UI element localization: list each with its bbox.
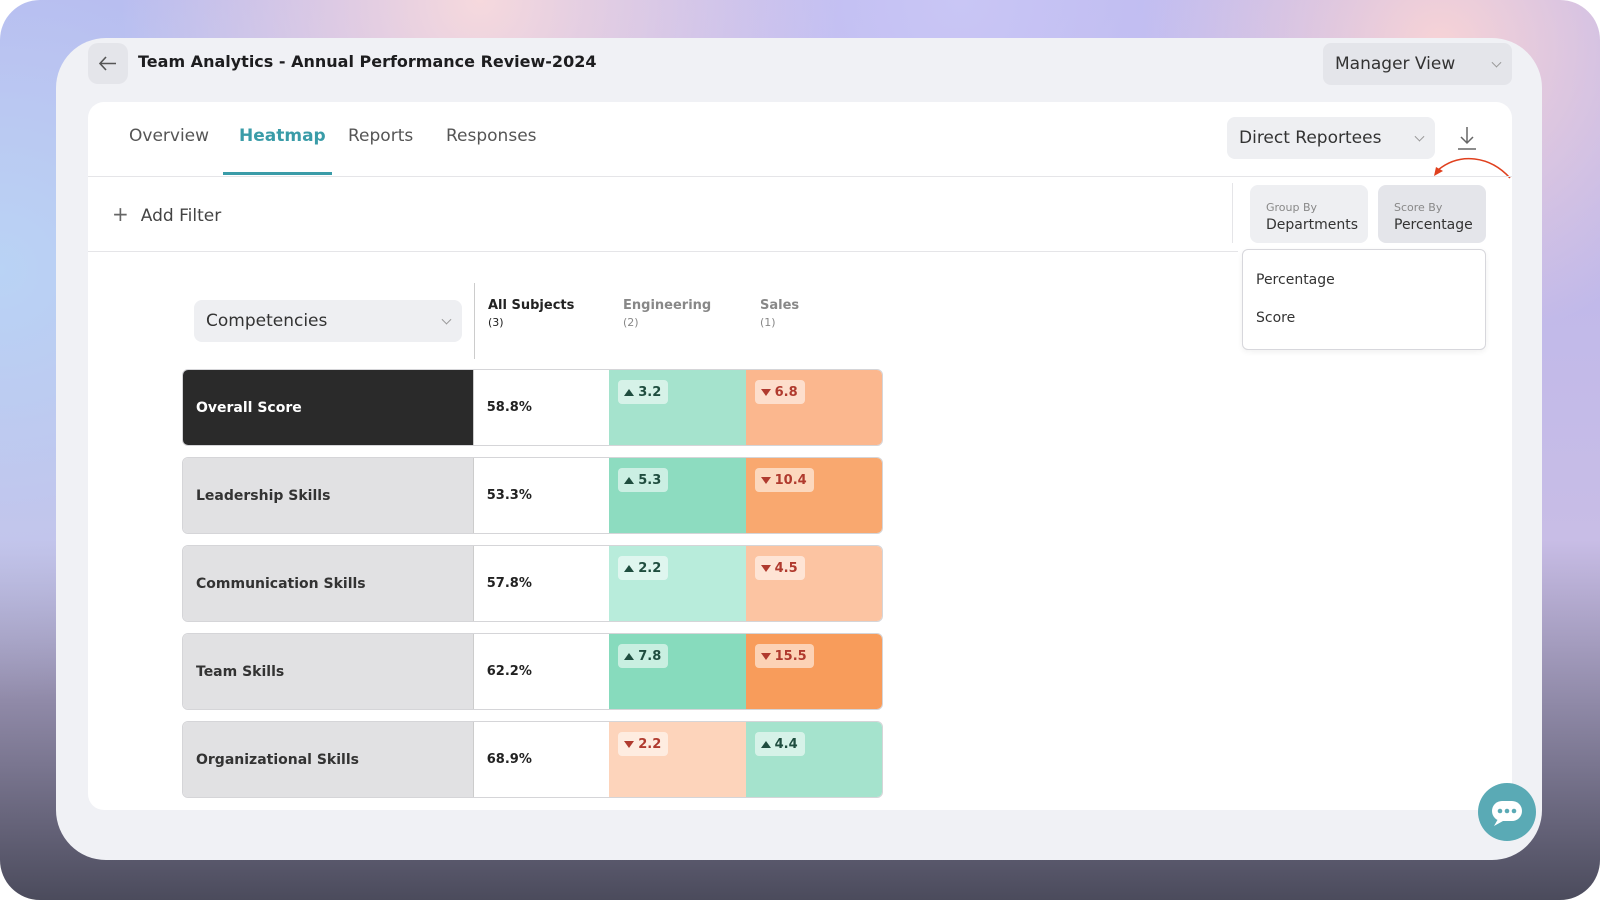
group-by-value: Departments: [1266, 217, 1359, 233]
delta-badge: 3.2: [618, 380, 669, 404]
down-arrow: [624, 740, 635, 748]
heat-cell: 4.5: [745, 546, 882, 621]
delta-value: 7.8: [638, 648, 662, 664]
row-label: Team Skills: [183, 634, 474, 709]
plus-icon: +: [112, 202, 129, 226]
dimension-select[interactable]: Competencies: [194, 300, 462, 342]
column-header: Sales (1): [760, 298, 799, 329]
heat-cell: 3.2: [609, 370, 746, 445]
dropdown-option[interactable]: Score: [1256, 310, 1296, 326]
heatmap-row: Organizational Skills 68.9% 2.2 4.4: [182, 721, 883, 798]
delta-value: 2.2: [638, 560, 662, 576]
view-select-text: Manager View: [1335, 54, 1456, 74]
delta-value: 3.2: [638, 384, 662, 400]
heatmap-row: Team Skills 62.2% 7.8 15.5: [182, 633, 883, 710]
reportees-select[interactable]: Direct Reportees: [1227, 117, 1435, 159]
heat-cell: 5.3: [609, 458, 746, 533]
score-by-dropdown: Percentage Score: [1242, 249, 1486, 350]
back-icon: [98, 56, 116, 71]
delta-value: 2.2: [638, 736, 662, 752]
delta-value: 4.5: [774, 560, 798, 576]
overall-value: 53.3%: [473, 458, 610, 533]
back-button[interactable]: [88, 43, 128, 84]
divider: [1232, 183, 1233, 243]
heat-cell: 7.8: [609, 634, 746, 709]
score-by-label: Score By: [1394, 201, 1443, 214]
heatmap-row: Communication Skills 57.8% 2.2 4.5: [182, 545, 883, 622]
view-select[interactable]: Manager View: [1323, 43, 1512, 85]
down-arrow: [760, 564, 771, 572]
delta-value: 5.3: [638, 472, 662, 488]
up-arrow: [624, 564, 635, 572]
annotation-arrow: [1434, 157, 1511, 179]
divider: [88, 176, 1512, 177]
up-arrow: [624, 476, 635, 484]
column-count: (1): [760, 316, 776, 329]
heat-cell: 4.4: [745, 722, 882, 797]
group-by-label: Group By: [1266, 201, 1318, 214]
group-by-button[interactable]: Group By Departments: [1250, 185, 1368, 243]
dimension-select-text: Competencies: [206, 311, 328, 331]
delta-badge: 15.5: [754, 644, 814, 668]
delta-value: 4.4: [774, 736, 798, 752]
delta-badge: 4.4: [754, 732, 805, 756]
tab[interactable]: Heatmap: [239, 126, 326, 146]
overall-value: 62.2%: [473, 634, 610, 709]
heat-cell: 6.8: [745, 370, 882, 445]
delta-badge: 7.8: [618, 644, 669, 668]
column-name: Sales: [760, 298, 800, 313]
heatmap-row: Overall Score 58.8% 3.2 6.8: [182, 369, 883, 446]
overall-value: 58.8%: [473, 370, 610, 445]
score-by-value: Percentage: [1394, 217, 1473, 233]
heat-cell: 2.2: [609, 722, 746, 797]
score-by-button[interactable]: Score By Percentage: [1378, 185, 1486, 243]
down-arrow: [760, 388, 771, 396]
heat-cell: 10.4: [745, 458, 882, 533]
row-label: Communication Skills: [183, 546, 474, 621]
row-label: Organizational Skills: [183, 722, 474, 797]
delta-value: 15.5: [774, 648, 807, 664]
download-button[interactable]: [1455, 124, 1479, 152]
delta-badge: 2.2: [618, 732, 669, 756]
tab[interactable]: Responses: [446, 126, 537, 146]
delta-badge: 4.5: [754, 556, 805, 580]
delta-badge: 10.4: [754, 468, 814, 492]
tab[interactable]: Reports: [348, 126, 414, 146]
column-header: Engineering (2): [623, 298, 711, 329]
down-arrow: [760, 476, 771, 484]
heat-cell: 2.2: [609, 546, 746, 621]
page-title: Team Analytics - Annual Performance Revi…: [138, 52, 597, 71]
heatmap-row: Leadership Skills 53.3% 5.3 10.4: [182, 457, 883, 534]
dropdown-option[interactable]: Percentage: [1256, 272, 1335, 288]
heat-cell: 15.5: [745, 634, 882, 709]
column-count: (3): [488, 316, 504, 329]
divider: [88, 251, 1238, 252]
up-arrow: [624, 652, 635, 660]
chat-icon: [1492, 801, 1522, 826]
reportees-select-text: Direct Reportees: [1239, 128, 1382, 148]
delta-badge: 5.3: [618, 468, 669, 492]
column-count: (2): [623, 316, 639, 329]
overall-value: 68.9%: [473, 722, 610, 797]
overall-value: 57.8%: [473, 546, 610, 621]
active-tab-underline: [223, 172, 332, 175]
up-arrow: [760, 740, 771, 748]
delta-value: 10.4: [774, 472, 807, 488]
divider: [474, 283, 475, 359]
down-arrow: [760, 652, 771, 660]
delta-value: 6.8: [774, 384, 798, 400]
add-filter-button[interactable]: + Add Filter: [112, 202, 221, 226]
row-label: Overall Score: [183, 370, 474, 445]
column-name: Engineering: [623, 298, 712, 313]
row-label: Leadership Skills: [183, 458, 474, 533]
tab[interactable]: Overview: [129, 126, 210, 146]
chat-button[interactable]: [1478, 783, 1536, 841]
add-filter-text: Add Filter: [140, 206, 222, 226]
column-name: All Subjects: [488, 298, 575, 313]
delta-badge: 6.8: [754, 380, 805, 404]
column-header: All Subjects (3): [488, 298, 574, 329]
delta-badge: 2.2: [618, 556, 669, 580]
up-arrow: [624, 388, 635, 396]
